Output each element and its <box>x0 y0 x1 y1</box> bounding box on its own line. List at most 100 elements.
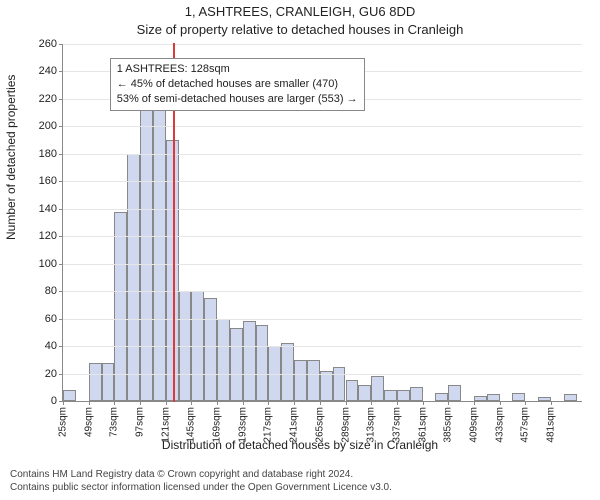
x-tick-label: 25sqm <box>58 407 69 437</box>
histogram-bar <box>371 376 384 401</box>
x-tick-mark <box>397 401 398 405</box>
gridline-h <box>63 346 582 347</box>
histogram-bar <box>538 397 551 401</box>
y-tick-mark <box>59 319 63 320</box>
y-tick-label: 40 <box>45 340 57 352</box>
histogram-bar <box>410 387 423 401</box>
x-tick-mark <box>243 401 244 405</box>
y-tick-label: 60 <box>45 313 57 325</box>
x-tick-mark <box>114 401 115 405</box>
chart-container: { "header": { "line1": "1, ASHTREES, CRA… <box>0 0 600 500</box>
y-tick-label: 220 <box>39 93 57 105</box>
gridline-h <box>63 264 582 265</box>
annotation-line: 1 ASHTREES: 128sqm <box>117 62 358 77</box>
y-axis-label: Number of detached properties <box>4 75 18 240</box>
histogram-bar <box>102 363 115 401</box>
histogram-bar <box>243 321 256 401</box>
histogram-bar <box>358 385 371 401</box>
x-tick-mark <box>551 401 552 405</box>
x-tick-mark <box>346 401 347 405</box>
y-tick-label: 260 <box>39 38 57 50</box>
footer-attribution: Contains HM Land Registry data © Crown c… <box>10 468 590 494</box>
x-tick-mark <box>448 401 449 405</box>
histogram-bar <box>89 363 102 401</box>
y-tick-mark <box>59 71 63 72</box>
histogram-bar <box>63 390 76 401</box>
y-tick-label: 180 <box>39 148 57 160</box>
gridline-h <box>63 374 582 375</box>
y-tick-label: 80 <box>45 285 57 297</box>
annotation-line: ← 45% of detached houses are smaller (47… <box>117 77 358 92</box>
gridline-h <box>63 291 582 292</box>
y-tick-mark <box>59 99 63 100</box>
histogram-bar <box>397 390 410 401</box>
annotation-box: 1 ASHTREES: 128sqm← 45% of detached hous… <box>110 58 365 111</box>
histogram-bar <box>474 396 487 401</box>
histogram-bar <box>307 360 320 401</box>
x-tick-mark <box>474 401 475 405</box>
y-tick-mark <box>59 181 63 182</box>
footer-line-1: Contains HM Land Registry data © Crown c… <box>10 468 590 481</box>
histogram-bar <box>333 367 346 401</box>
y-tick-label: 0 <box>51 395 57 407</box>
histogram-bar <box>320 371 333 401</box>
y-tick-label: 240 <box>39 65 57 77</box>
x-tick-mark <box>294 401 295 405</box>
histogram-bar <box>140 106 153 401</box>
y-tick-mark <box>59 44 63 45</box>
histogram-bar <box>384 390 397 401</box>
histogram-bar <box>127 154 140 401</box>
y-tick-label: 20 <box>45 368 57 380</box>
y-tick-mark <box>59 154 63 155</box>
gridline-h <box>63 126 582 127</box>
histogram-bar <box>204 298 217 401</box>
page-subtitle: Size of property relative to detached ho… <box>0 22 600 37</box>
x-tick-mark <box>191 401 192 405</box>
annotation-line: 53% of semi-detached houses are larger (… <box>117 92 358 107</box>
page-title-address: 1, ASHTREES, CRANLEIGH, GU6 8DD <box>0 4 600 19</box>
histogram-bar <box>564 394 577 401</box>
gridline-h <box>63 44 582 45</box>
x-tick-label: 49sqm <box>83 407 94 437</box>
histogram-bar <box>166 140 179 401</box>
y-tick-label: 120 <box>39 230 57 242</box>
x-tick-mark <box>525 401 526 405</box>
y-tick-mark <box>59 264 63 265</box>
y-tick-mark <box>59 236 63 237</box>
x-tick-mark <box>63 401 64 405</box>
x-tick-mark <box>500 401 501 405</box>
x-tick-mark <box>166 401 167 405</box>
histogram-bar <box>281 343 294 401</box>
x-tick-mark <box>320 401 321 405</box>
gridline-h <box>63 319 582 320</box>
x-tick-label: 97sqm <box>135 407 146 437</box>
histogram-bar <box>512 393 525 401</box>
gridline-h <box>63 154 582 155</box>
histogram-bar <box>217 319 230 401</box>
gridline-h <box>63 209 582 210</box>
x-tick-mark <box>89 401 90 405</box>
y-tick-mark <box>59 126 63 127</box>
y-tick-label: 100 <box>39 258 57 270</box>
y-tick-mark <box>59 209 63 210</box>
y-tick-mark <box>59 374 63 375</box>
x-tick-mark <box>423 401 424 405</box>
footer-line-2: Contains public sector information licen… <box>10 481 590 494</box>
y-tick-label: 200 <box>39 120 57 132</box>
x-tick-mark <box>140 401 141 405</box>
y-tick-mark <box>59 291 63 292</box>
y-tick-label: 140 <box>39 203 57 215</box>
gridline-h <box>63 236 582 237</box>
gridline-h <box>63 181 582 182</box>
histogram-bar <box>294 360 307 401</box>
histogram-bar <box>346 380 359 401</box>
x-tick-mark <box>268 401 269 405</box>
histogram-chart: 02040608010012014016018020022024026025sq… <box>62 44 582 402</box>
x-tick-mark <box>371 401 372 405</box>
y-tick-label: 160 <box>39 175 57 187</box>
y-tick-mark <box>59 346 63 347</box>
histogram-bar <box>448 385 461 401</box>
histogram-bar <box>256 325 269 401</box>
x-tick-label: 73sqm <box>109 407 120 437</box>
histogram-bar <box>487 394 500 401</box>
